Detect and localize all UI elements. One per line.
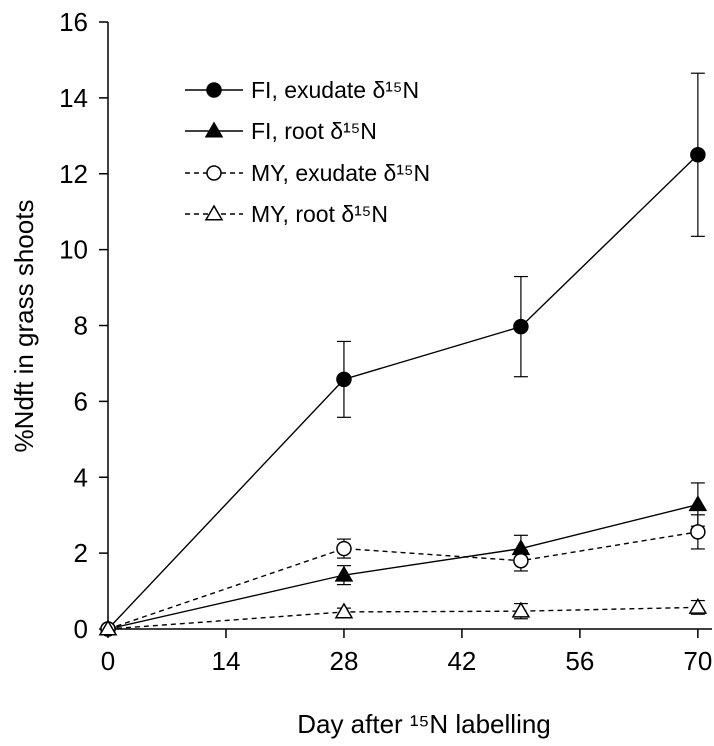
- legend-label: FI, exudate δ¹⁵N: [251, 77, 419, 103]
- legend-label: FI, root δ¹⁵N: [251, 118, 377, 144]
- legend: FI, exudate δ¹⁵N FI, root δ¹⁵N MY, exudate…: [185, 77, 430, 227]
- series-line: [107, 503, 699, 630]
- y-tick-label: 6: [74, 386, 88, 416]
- y-tick-label: 2: [74, 538, 88, 568]
- legend-label: MY, root δ¹⁵N: [251, 201, 388, 227]
- data-point: [513, 552, 529, 569]
- x-tick-label: 56: [565, 646, 594, 676]
- data-point: [336, 371, 352, 388]
- legend-entry: FI, root δ¹⁵N: [185, 118, 377, 144]
- axes: 0 2 4 6 8 10 12 14 16 0 14 28 42 56 70: [59, 7, 712, 676]
- legend-marker: [204, 204, 224, 221]
- series-line: [107, 531, 698, 630]
- y-tick-label: 14: [59, 83, 88, 113]
- x-tick-label: 14: [212, 646, 241, 676]
- data-point: [511, 601, 531, 618]
- data-point: [336, 540, 352, 557]
- y-tick-label: 4: [74, 462, 88, 492]
- y-axis-title: %Ndft in grass shoots: [9, 200, 39, 453]
- x-tick-label: 42: [447, 646, 476, 676]
- legend-entry: FI, exudate δ¹⁵N: [185, 77, 419, 103]
- legend-marker: [206, 165, 222, 181]
- y-tick-label: 0: [74, 614, 88, 644]
- legend-entry: MY, root δ¹⁵N: [185, 201, 388, 227]
- x-tick-label: 0: [101, 646, 115, 676]
- series-0: [100, 72, 706, 637]
- x-tick-label: 28: [329, 646, 358, 676]
- legend-marker: [206, 82, 222, 98]
- y-tick-label: 16: [59, 7, 88, 37]
- data-point: [513, 318, 529, 335]
- series-line: [107, 154, 699, 630]
- data-point: [334, 602, 354, 619]
- data-point: [690, 524, 706, 540]
- series-3: [98, 597, 708, 636]
- y-tick-label: 10: [59, 235, 88, 265]
- legend-label: MY, exudate δ¹⁵N: [251, 160, 430, 186]
- series-line: [107, 606, 698, 630]
- series-1: [98, 482, 708, 636]
- data-point: [690, 147, 706, 163]
- data-point: [688, 597, 708, 614]
- series-2: [100, 514, 706, 637]
- y-tick-label: 8: [74, 311, 88, 341]
- x-tick-label: 70: [683, 646, 712, 676]
- data-point: [688, 495, 708, 512]
- legend-entry: MY, exudate δ¹⁵N: [185, 160, 430, 186]
- x-axis-title: Day after ¹⁵N labelling: [297, 709, 551, 739]
- legend-marker: [204, 121, 224, 138]
- data-point: [334, 565, 354, 582]
- series-layer: [98, 72, 708, 637]
- data-point: [98, 619, 118, 636]
- y-tick-label: 12: [59, 159, 88, 189]
